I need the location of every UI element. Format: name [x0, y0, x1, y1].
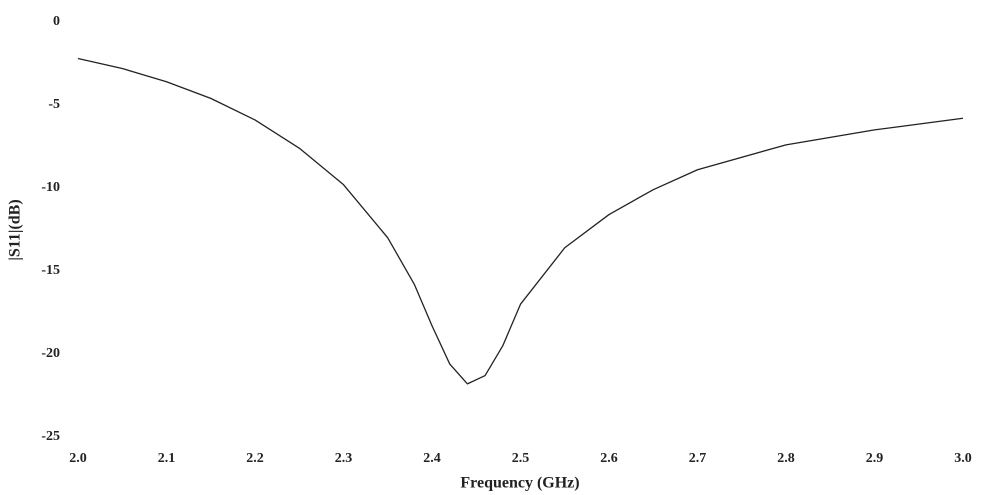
x-tick-label: 2.6 [600, 451, 618, 466]
y-tick-label: -5 [48, 97, 60, 112]
x-tick-label: 2.7 [689, 451, 707, 466]
y-tick-label: 0 [53, 14, 60, 29]
y-tick-label: -15 [41, 263, 60, 278]
y-tick-label: -20 [41, 346, 60, 361]
y-tick-label: -10 [41, 180, 60, 195]
data-line [77, 57, 964, 385]
x-axis-title: Frequency (GHz) [460, 475, 579, 492]
x-tick-label: 2.3 [335, 451, 353, 466]
y-axis-title: |S11|(dB) [7, 199, 24, 260]
x-tick-label: 2.4 [423, 451, 441, 466]
x-tick-label: 2.5 [512, 451, 530, 466]
x-tick-label: 2.0 [69, 451, 87, 466]
x-tick-label: 2.9 [866, 451, 884, 466]
x-tick-label: 2.2 [246, 451, 264, 466]
x-tick-label: 3.0 [954, 451, 972, 466]
y-tick-label: -25 [41, 429, 60, 444]
x-tick-label: 2.8 [777, 451, 795, 466]
x-tick-label: 2.1 [158, 451, 176, 466]
